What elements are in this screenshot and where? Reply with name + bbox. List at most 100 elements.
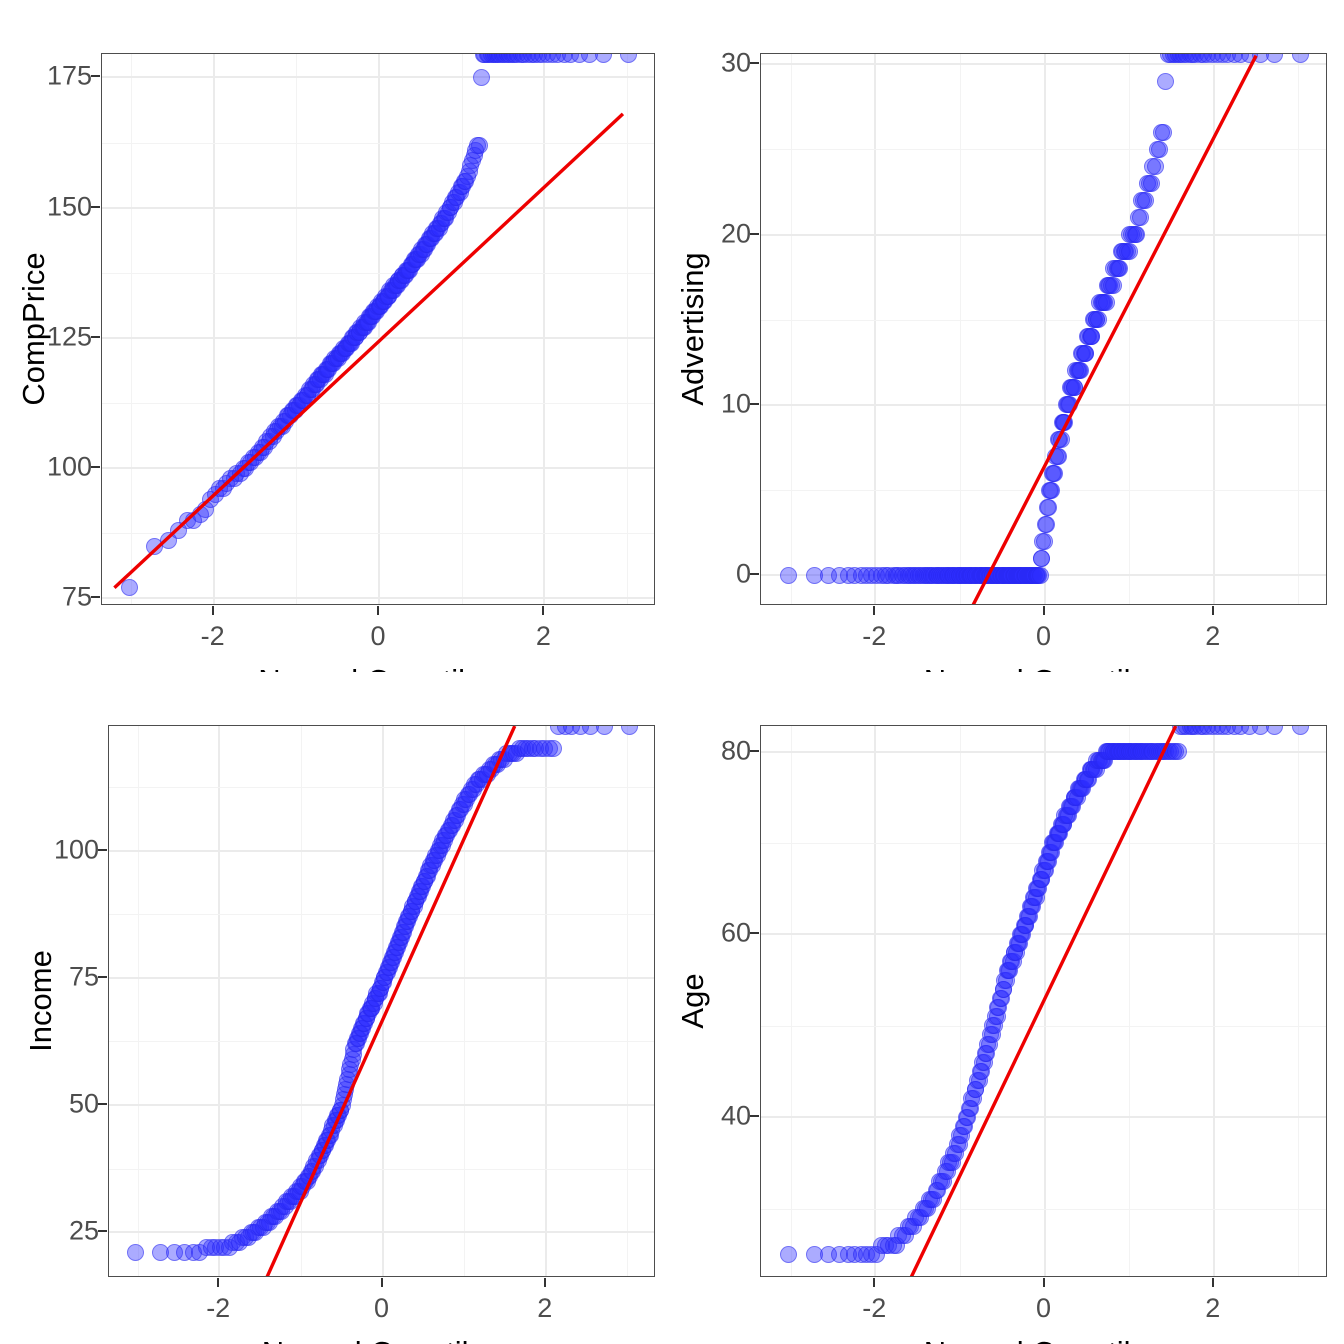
- data-point: [1036, 532, 1053, 550]
- gridline-minor-vertical: [627, 726, 629, 1276]
- x-tick-mark: [377, 606, 379, 615]
- gridline-major-vertical: [212, 54, 215, 604]
- plot-panel-income: [108, 725, 655, 1277]
- x-tick-label: 2: [535, 621, 551, 651]
- gridline-minor-horizontal: [761, 842, 1326, 844]
- data-point: [620, 726, 638, 735]
- x-tick-label: 0: [370, 621, 386, 651]
- gridline-minor-vertical: [1298, 54, 1300, 604]
- gridline-minor-horizontal: [102, 272, 654, 274]
- gridline-minor-vertical: [790, 726, 792, 1276]
- gridline-major-horizontal: [761, 63, 1326, 66]
- data-point: [1083, 328, 1101, 346]
- data-point: [1142, 174, 1160, 192]
- gridline-major-vertical: [874, 726, 877, 1276]
- gridline-minor-vertical: [959, 726, 961, 1276]
- x-tick-label: 0: [1035, 1293, 1052, 1323]
- data-point: [1104, 277, 1122, 295]
- gridline-major-horizontal: [109, 1104, 654, 1107]
- data-point: [471, 136, 489, 154]
- gridline-minor-horizontal: [109, 787, 654, 789]
- axis-title-y-advertising: Advertising: [675, 252, 710, 406]
- x-tick-mark: [1211, 1278, 1214, 1287]
- gridline-major-horizontal: [102, 206, 654, 209]
- x-tick-mark: [211, 606, 214, 615]
- y-tick-mark: [750, 232, 759, 235]
- gridline-minor-vertical: [790, 54, 792, 604]
- x-tick-mark: [380, 1278, 383, 1287]
- y-tick-mark: [91, 335, 100, 338]
- gridline-minor-vertical: [627, 54, 629, 604]
- y-tick-label: 50: [68, 1088, 99, 1119]
- gridline-minor-horizontal: [761, 1208, 1326, 1210]
- gridline-major-horizontal: [761, 933, 1326, 936]
- gridline-major-vertical: [218, 726, 221, 1276]
- y-tick-mark: [750, 1115, 759, 1118]
- data-point: [1097, 294, 1115, 312]
- y-tick-label: 125: [46, 321, 92, 352]
- data-point: [1090, 311, 1108, 329]
- y-tick-mark: [750, 62, 759, 65]
- data-point: [1031, 566, 1049, 584]
- gridline-minor-horizontal: [761, 1025, 1326, 1027]
- data-point: [1037, 515, 1055, 533]
- y-tick-mark: [98, 975, 107, 978]
- y-tick-label: 150: [46, 191, 92, 222]
- scatter-series: [102, 54, 654, 604]
- y-tick-mark: [750, 402, 759, 405]
- gridline-major-horizontal: [109, 849, 654, 852]
- data-point: [1033, 549, 1051, 567]
- y-tick-label: 25: [68, 1215, 99, 1246]
- data-point: [1136, 192, 1154, 210]
- plot-panel-compprice: [101, 53, 655, 605]
- x-tick-label: 0: [373, 1293, 390, 1323]
- qq-reference-line: [971, 54, 1258, 604]
- data-point: [780, 1245, 798, 1263]
- y-tick-mark: [91, 596, 100, 599]
- gridline-major-horizontal: [102, 336, 654, 339]
- gridline-minor-horizontal: [109, 1168, 654, 1170]
- data-point: [1128, 226, 1146, 244]
- gridline-major-horizontal: [761, 1116, 1326, 1119]
- y-tick-mark: [98, 1103, 107, 1106]
- x-tick-label: 2: [1205, 621, 1221, 651]
- y-tick-label: 100: [53, 834, 99, 865]
- data-point: [127, 1244, 145, 1262]
- gridline-major-vertical: [543, 54, 546, 604]
- y-tick-label: 10: [720, 388, 751, 419]
- x-tick-label: 2: [537, 1293, 553, 1323]
- y-tick-mark: [98, 848, 107, 851]
- gridline-minor-vertical: [461, 54, 463, 604]
- data-point: [1120, 243, 1138, 261]
- gridline-minor-vertical: [464, 726, 466, 1276]
- y-tick-label: 0: [735, 558, 751, 589]
- x-tick-mark: [1042, 1278, 1045, 1287]
- facet-age: Age Normal Quantiles 40 60 80 -2 0 2: [672, 672, 1344, 1344]
- axis-title-y-age: Age: [675, 973, 710, 1029]
- x-tick-mark: [873, 1278, 876, 1287]
- axis-title-x-age: Normal Quantiles: [924, 1335, 1163, 1344]
- gridline-major-horizontal: [761, 233, 1326, 236]
- gridline-minor-horizontal: [109, 1041, 654, 1043]
- x-tick-label: -2: [862, 1293, 887, 1323]
- gridline-major-horizontal: [102, 76, 654, 79]
- data-point: [1131, 209, 1149, 227]
- data-point: [1066, 379, 1084, 397]
- y-tick-mark: [91, 205, 100, 208]
- y-tick-label: 30: [720, 47, 751, 78]
- y-tick-label: 40: [720, 1100, 751, 1131]
- y-tick-label: 80: [720, 735, 751, 766]
- data-point: [1291, 726, 1309, 735]
- gridline-major-vertical: [378, 54, 380, 604]
- data-point: [545, 740, 563, 758]
- x-tick-label: -2: [200, 621, 225, 651]
- y-tick-label: 100: [46, 451, 92, 482]
- plot-panel-age: [760, 725, 1327, 1277]
- x-tick-mark: [217, 1278, 220, 1287]
- scatter-series: [109, 726, 654, 1276]
- data-point: [1151, 140, 1169, 158]
- facet-compprice: CompPrice Normal Quantiles 7510012515017…: [0, 0, 672, 698]
